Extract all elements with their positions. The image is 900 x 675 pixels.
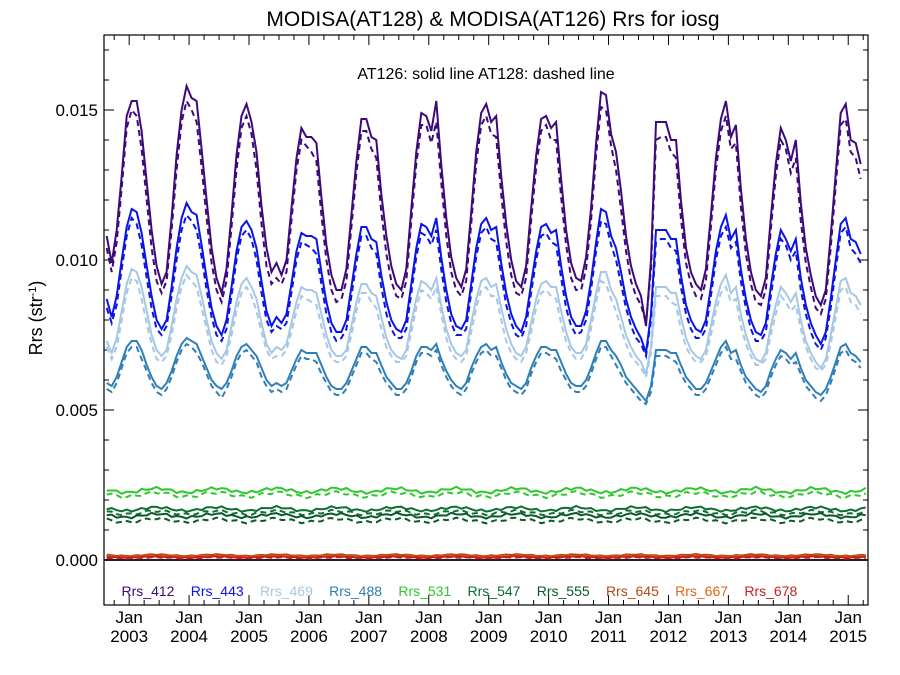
series-line-rrs_412-dashed [105,98,862,324]
x-tick-label-month: Jan [235,608,262,627]
legend-rrs_555: Rrs_555 [537,583,590,599]
x-tick-label-year: 2015 [829,627,867,646]
y-tick-label: 0.000 [55,551,98,570]
x-tick-label-year: 2009 [470,627,508,646]
y-axis-label: Rrs (str-1) [26,281,46,356]
x-tick-label-month: Jan [415,608,442,627]
series-line-rrs_443-solid [105,200,862,354]
series-line-rrs_547-solid [106,504,866,514]
x-tick-label-month: Jan [115,608,142,627]
legend-rrs_667: Rrs_667 [675,583,728,599]
chart-title: MODISA(AT128) & MODISA(AT126) Rrs for io… [266,8,719,31]
legend-rrs_531: Rrs_531 [398,583,451,599]
x-tick-label-month: Jan [655,608,682,627]
x-tick-label-year: 2006 [290,627,328,646]
x-tick-label-month: Jan [595,608,622,627]
series-line-rrs_555-solid [106,511,866,520]
series-line-rrs_469-dashed [105,273,862,380]
y-axis-label-sup: -1 [27,287,39,297]
x-tick-label-month: Jan [535,608,562,627]
legend-rrs_469: Rrs_469 [260,583,313,599]
x-tick-label-month: Jan [295,608,322,627]
legend-rrs_488: Rrs_488 [329,583,382,599]
y-tick-label: 0.015 [55,101,98,120]
x-tick-label-year: 2010 [530,627,568,646]
x-tick-label-year: 2008 [410,627,448,646]
chart-subtitle: AT126: solid line AT128: dashed line [357,66,614,83]
y-axis-label-main: Rrs (str [26,296,46,355]
series-line-rrs_469-solid [105,264,862,378]
plot-area: 0.0000.0050.0100.015Jan2003Jan2004Jan200… [55,34,869,646]
x-tick-label-year: 2007 [350,627,388,646]
series-line-rrs_555-dashed [106,516,866,525]
series-line-rrs_443-dashed [105,212,862,360]
x-tick-label-month: Jan [475,608,502,627]
x-tick-label-month: Jan [175,608,202,627]
x-tick-label-month: Jan [715,608,742,627]
series-line-rrs_547-dashed [106,508,867,517]
x-tick-label-year: 2003 [110,627,148,646]
y-tick-label: 0.005 [55,401,98,420]
legend-rrs_412: Rrs_412 [122,583,175,599]
series-line-rrs_678-dashed [106,556,866,560]
series-line-rrs_531-solid [106,485,867,496]
x-tick-label-year: 2004 [170,627,208,646]
series-line-rrs_488-solid [106,336,862,404]
series-line-rrs_531-dashed [106,490,867,500]
series-line-rrs_488-dashed [106,342,862,406]
legend-rrs_443: Rrs_443 [191,583,244,599]
x-tick-label-month: Jan [775,608,802,627]
legend-rrs_678: Rrs_678 [744,583,797,599]
x-tick-label-month: Jan [835,608,862,627]
x-tick-label-month: Jan [355,608,382,627]
x-tick-label-year: 2005 [230,627,268,646]
y-tick-label: 0.010 [55,251,98,270]
series-line-rrs_412-solid [105,82,862,327]
legend-rrs_645: Rrs_645 [606,583,659,599]
x-tick-label-year: 2012 [650,627,688,646]
x-tick-label-year: 2011 [590,627,627,646]
legend-rrs_547: Rrs_547 [468,583,521,599]
x-tick-label-year: 2013 [709,627,747,646]
x-tick-label-year: 2014 [769,627,807,646]
y-axis-label-close: ) [26,281,46,287]
